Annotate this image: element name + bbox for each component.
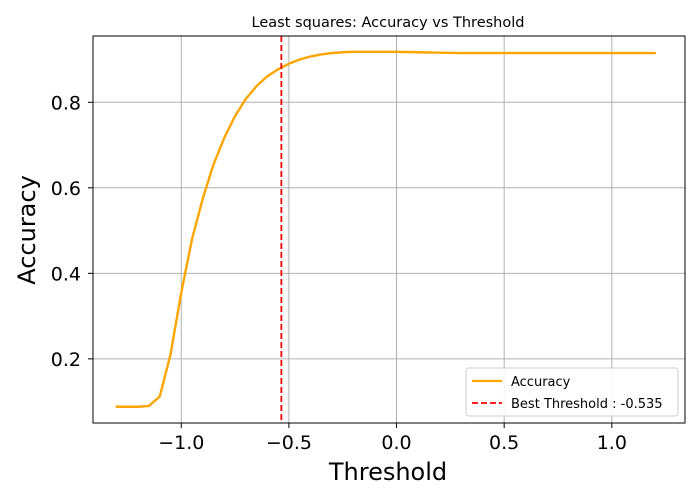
x-ticks: −1.0 −0.5 0.0 0.5 1.0 — [158, 423, 627, 454]
x-tick-label: 0.0 — [381, 432, 411, 454]
y-tick-label: 0.4 — [51, 263, 81, 285]
legend-box — [465, 367, 679, 417]
x-axis-label: Threshold — [328, 458, 447, 486]
legend-label-best-threshold: Best Threshold : -0.535 — [511, 397, 663, 412]
y-axis-label: Accuracy — [13, 175, 41, 285]
x-tick-label: −0.5 — [266, 432, 312, 454]
plot-frame — [92, 35, 686, 424]
series-line-accuracy — [115, 50, 657, 408]
y-tick-label: 0.8 — [51, 92, 81, 114]
x-tick-label: 0.5 — [489, 432, 519, 454]
x-tick-label: −1.0 — [158, 432, 204, 454]
y-tick-label: 0.2 — [51, 349, 81, 371]
chart-title: Least squares: Accuracy vs Threshold — [252, 15, 525, 31]
y-tick-label: 0.6 — [51, 178, 81, 200]
y-gridlines — [93, 101, 685, 360]
y-ticks: 0.2 0.4 0.6 0.8 — [51, 92, 93, 371]
x-gridlines — [180, 36, 613, 423]
legend-label-accuracy: Accuracy — [511, 375, 571, 390]
legend: Accuracy Best Threshold : -0.535 — [465, 367, 679, 417]
x-tick-label: 1.0 — [597, 432, 627, 454]
series-layer — [115, 50, 657, 408]
